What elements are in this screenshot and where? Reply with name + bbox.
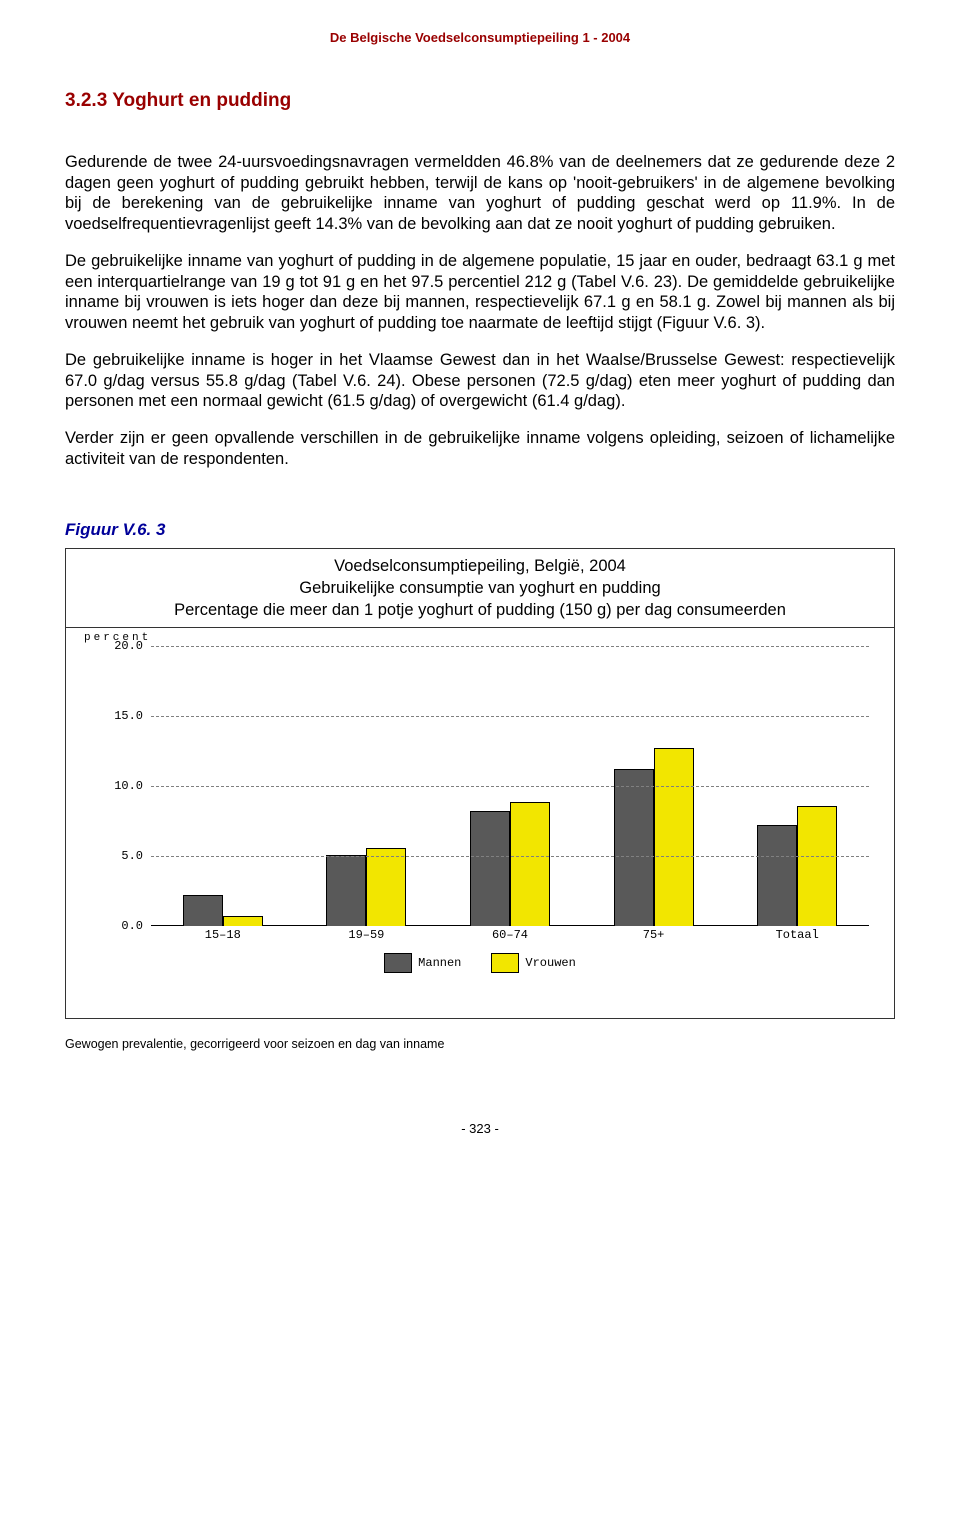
chart-plot: 20.015.010.05.00.0 — [151, 646, 869, 926]
x-tick-label: 15–18 — [178, 928, 268, 942]
bar-group — [465, 802, 555, 926]
chart-title-line1: Voedselconsumptiepeiling, België, 2004 — [78, 555, 882, 577]
legend-swatch-women — [491, 953, 519, 973]
page-number: - 323 - — [65, 1121, 895, 1136]
chart-area: percent 20.015.010.05.00.0 15–1819–5960–… — [66, 628, 894, 1018]
gridline — [151, 646, 869, 647]
y-tick-label: 0.0 — [121, 919, 143, 933]
bar-men — [757, 825, 797, 927]
x-tick-label: 19–59 — [321, 928, 411, 942]
figure-label: Figuur V.6. 3 — [65, 520, 895, 540]
paragraph-4: Verder zijn er geen opvallende verschill… — [65, 428, 895, 469]
bar-men — [614, 769, 654, 927]
bar-group — [178, 895, 268, 927]
bar-men — [326, 855, 366, 926]
bar-women — [510, 802, 550, 926]
legend-swatch-men — [384, 953, 412, 973]
y-tick-label: 20.0 — [114, 639, 143, 653]
gridline — [151, 716, 869, 717]
bar-group — [609, 748, 699, 927]
x-tick-label: 60–74 — [465, 928, 555, 942]
x-tick-label: 75+ — [609, 928, 699, 942]
chart-container: Voedselconsumptiepeiling, België, 2004 G… — [65, 548, 895, 1020]
y-tick-label: 5.0 — [121, 849, 143, 863]
chart-title-line3: Percentage die meer dan 1 potje yoghurt … — [78, 599, 882, 621]
gridline — [151, 786, 869, 787]
y-tick-label: 15.0 — [114, 709, 143, 723]
x-tick-label: Totaal — [752, 928, 842, 942]
chart-legend: Mannen Vrouwen — [66, 953, 894, 973]
running-header: De Belgische Voedselconsumptiepeiling 1 … — [65, 30, 895, 45]
bar-women — [366, 848, 406, 926]
gridline — [151, 856, 869, 857]
bar-women — [223, 916, 263, 927]
y-tick-label: 10.0 — [114, 779, 143, 793]
legend-item-women: Vrouwen — [491, 953, 575, 973]
paragraph-3: De gebruikelijke inname is hoger in het … — [65, 350, 895, 412]
legend-item-men: Mannen — [384, 953, 461, 973]
chart-footnote: Gewogen prevalentie, gecorrigeerd voor s… — [65, 1037, 895, 1051]
bar-men — [470, 811, 510, 927]
paragraph-2: De gebruikelijke inname van yoghurt of p… — [65, 251, 895, 334]
x-tick-labels: 15–18 19–59 60–74 75+ Totaal — [151, 928, 869, 942]
legend-label-women: Vrouwen — [525, 956, 575, 970]
bar-women — [797, 806, 837, 926]
section-title: 3.2.3 Yoghurt en pudding — [65, 90, 895, 112]
bar-men — [183, 895, 223, 927]
legend-label-men: Mannen — [418, 956, 461, 970]
paragraph-1: Gedurende de twee 24-uursvoedingsnavrage… — [65, 152, 895, 235]
chart-title-block: Voedselconsumptiepeiling, België, 2004 G… — [66, 549, 894, 629]
bar-women — [654, 748, 694, 927]
chart-title-line2: Gebruikelijke consumptie van yoghurt en … — [78, 577, 882, 599]
bar-group — [752, 806, 842, 926]
bar-group — [321, 848, 411, 926]
